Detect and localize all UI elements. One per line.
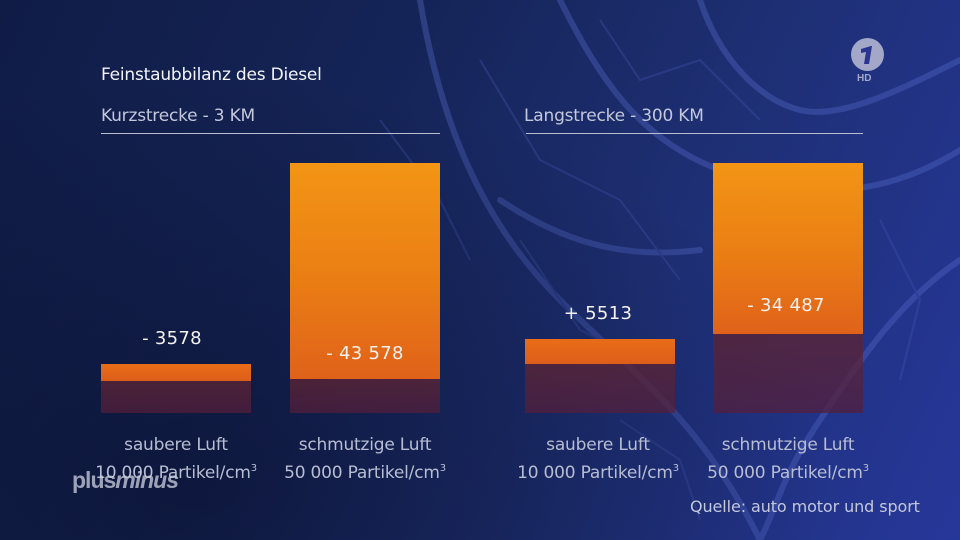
value-label: - 34 487 [747,295,825,316]
bar-short-clean-air [101,364,251,413]
category-line2: 50 000 Partikel/cm [284,463,440,483]
section-title-long-distance: Langstrecke - 300 KM [524,106,704,126]
hd-badge: HD [857,73,872,84]
source-credit: Quelle: auto motor und sport [690,497,920,516]
logo-plus-text: plus [72,467,116,493]
bar-shadow [525,364,675,413]
section-title-short-distance: Kurzstrecke - 3 KM [101,106,256,126]
category-line1: saubere Luft [546,435,650,455]
section-divider [101,133,440,134]
value-label: - 3578 [142,328,202,349]
bar-shadow [101,381,251,413]
category-label: saubere Luft 10 000 Partikel/cm3 [503,434,693,485]
superscript: 3 [439,463,446,474]
plusminus-logo: plusminus [72,467,179,494]
bar-shadow [713,334,863,413]
section-divider [526,133,863,134]
category-line1: saubere Luft [124,435,228,455]
value-label: - 43 578 [326,343,404,364]
category-line1: schmutzige Luft [721,435,855,455]
category-line2: 50 000 Partikel/cm [707,463,863,483]
ard-logo-icon [851,38,884,71]
bar-fill [290,163,440,379]
category-line2: 10 000 Partikel/cm [95,463,251,483]
bar-fill [525,339,675,364]
chart-title: Feinstaubbilanz des Diesel [101,65,322,85]
category-line2: 10 000 Partikel/cm [517,463,673,483]
category-line1: schmutzige Luft [298,435,432,455]
bar-long-dirty-air [713,163,863,413]
category-label: schmutzige Luft 50 000 Partikel/cm3 [270,434,460,485]
superscript: 3 [672,463,679,474]
category-label: saubere Luft 10 000 Partikel/cm3 [81,434,271,485]
bar-fill [101,364,251,381]
superscript: 3 [250,463,257,474]
value-label: + 5513 [563,303,633,324]
bar-long-clean-air [525,339,675,413]
ard-one-icon [861,46,872,64]
bar-shadow [290,379,440,413]
category-label: schmutzige Luft 50 000 Partikel/cm3 [693,434,883,485]
superscript: 3 [862,463,869,474]
logo-minus-text: minus [115,467,179,493]
bar-short-dirty-air [290,163,440,413]
bar-fill [713,163,863,334]
